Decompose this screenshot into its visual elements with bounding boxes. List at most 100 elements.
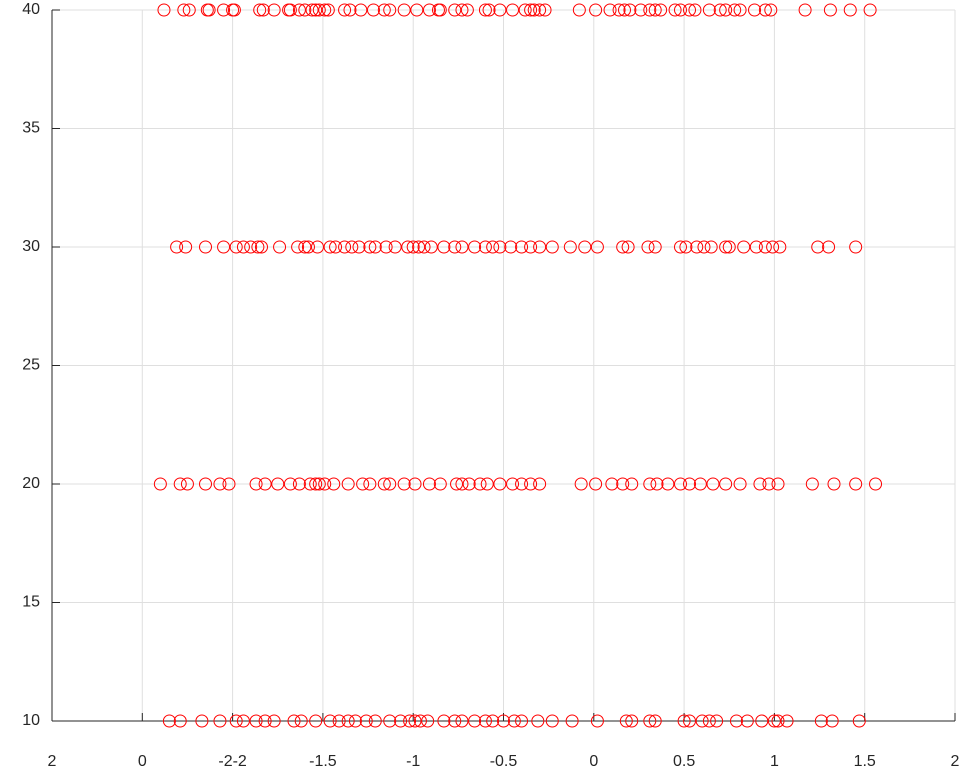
point [229,714,243,728]
point [251,240,265,254]
point [811,240,825,254]
point [153,477,167,491]
point [702,714,716,728]
point [177,3,191,17]
point [249,477,263,491]
point [473,477,487,491]
point [329,240,343,254]
point [433,477,447,491]
point [643,477,657,491]
point [625,714,639,728]
point [729,714,743,728]
point [616,240,630,254]
x-tick-label: 1.5 [854,753,876,770]
point [332,714,346,728]
point [437,714,451,728]
point [301,240,315,254]
point [643,3,657,17]
point [213,477,227,491]
point [486,240,500,254]
point [383,477,397,491]
point [728,3,742,17]
point [236,240,250,254]
point [753,477,767,491]
point [468,714,482,728]
x-tick-label: -0.5 [490,753,518,770]
point [448,3,462,17]
point [408,714,422,728]
point [363,477,377,491]
point [309,714,323,728]
point [693,477,707,491]
point [318,3,332,17]
point [648,3,662,17]
point [321,3,335,17]
point [766,240,780,254]
point [650,477,664,491]
point [758,240,772,254]
point [294,714,308,728]
point [533,3,547,17]
point [825,714,839,728]
point [217,240,231,254]
point [397,477,411,491]
point [312,477,326,491]
point [256,3,270,17]
y-tick-label: 25 [22,357,40,374]
point [486,714,500,728]
point [287,714,301,728]
point [368,240,382,254]
y-tick-label: 10 [22,712,40,729]
point [298,240,312,254]
point [648,714,662,728]
point [661,477,675,491]
point [199,240,213,254]
point [455,240,469,254]
point [814,714,828,728]
point [394,714,408,728]
point [695,714,709,728]
point [460,3,474,17]
point [773,240,787,254]
point [480,477,494,491]
point [267,3,281,17]
point [612,3,626,17]
point [273,240,287,254]
point [292,477,306,491]
point [368,714,382,728]
point [493,477,507,491]
point [690,240,704,254]
point [683,477,697,491]
point [762,477,776,491]
point [383,3,397,17]
point [748,3,762,17]
point [401,240,415,254]
point [668,3,682,17]
point [354,3,368,17]
point [524,3,538,17]
point [780,714,794,728]
point [267,714,281,728]
point [388,240,402,254]
point [450,477,464,491]
point [363,240,377,254]
point [258,714,272,728]
point [170,240,184,254]
point [157,3,171,17]
point [229,240,243,254]
point [283,3,297,17]
point [590,240,604,254]
point [823,3,837,17]
point [719,477,733,491]
point [764,3,778,17]
point [179,240,193,254]
point [410,3,424,17]
point [719,3,733,17]
point [182,3,196,17]
point [771,477,785,491]
point [618,3,632,17]
point [531,714,545,728]
point [515,477,529,491]
point [478,240,492,254]
point [704,240,718,254]
